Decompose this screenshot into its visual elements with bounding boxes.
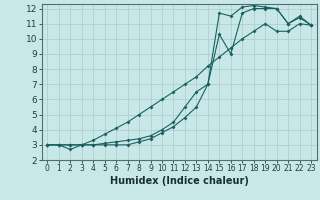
X-axis label: Humidex (Indice chaleur): Humidex (Indice chaleur) bbox=[110, 176, 249, 186]
